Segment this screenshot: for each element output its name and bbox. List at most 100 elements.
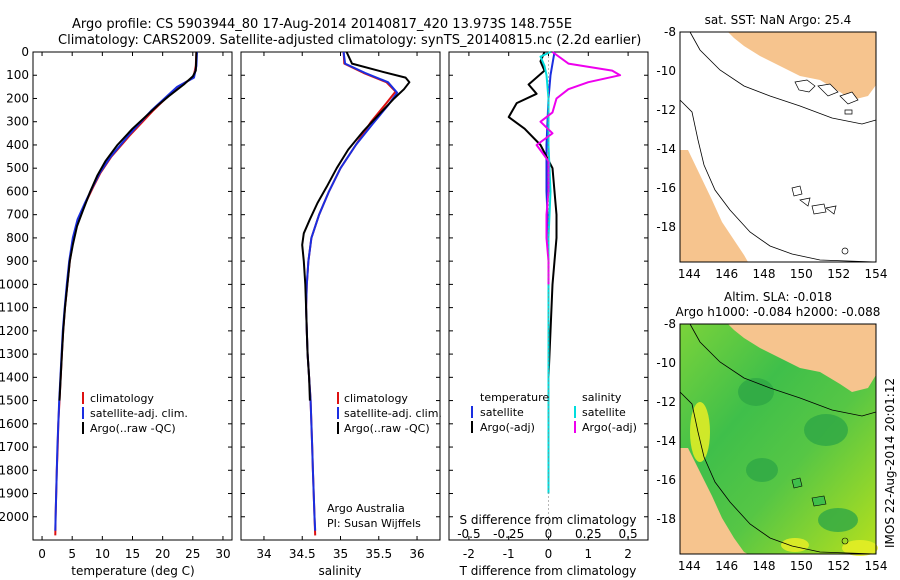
legend-s-argo: Argo(-adj)	[582, 421, 637, 434]
legend-t-argo: Argo(-adj)	[480, 421, 535, 434]
y-tick-label: 400	[6, 138, 29, 152]
x-tick-label: 34.5	[289, 547, 316, 561]
y-tick-label: 1300	[0, 347, 29, 361]
sla-high	[781, 538, 809, 552]
sla-high	[842, 540, 878, 556]
map2-y-tick-label: -18	[656, 512, 676, 526]
map1-title: sat. SST: NaN Argo: 25.4	[705, 13, 852, 27]
legend-s-sat: satellite	[582, 406, 626, 419]
y-tick-label: 900	[6, 254, 29, 268]
sla-patches	[738, 378, 858, 532]
x-tick-label: 36	[409, 547, 424, 561]
sla-high	[690, 402, 710, 462]
credit-line-1: Argo Australia	[327, 502, 405, 515]
map2-x-tick-label: 146	[715, 559, 738, 573]
y-tick-label: 1900	[0, 487, 29, 501]
profile-title: Argo profile: CS 5903944_80 17-Aug-2014 …	[72, 17, 572, 32]
sla-patch	[746, 458, 778, 482]
series-line-argo-adj-	[535, 51, 622, 285]
y-tick-label: 1800	[0, 463, 29, 477]
s-tick-label: 0.25	[575, 527, 602, 541]
map2-x-tick-label: 148	[753, 559, 776, 573]
y-tick-label: 1500	[0, 394, 29, 408]
altimetry-map: Altim. SLA: -0.018 Argo h1000: -0.084 h2…	[676, 290, 897, 556]
x-tick-label: 20	[155, 547, 170, 561]
y-tick-label: 300	[6, 115, 29, 129]
island	[817, 83, 839, 97]
salinity-legend: climatology satellite-adj. clim. Argo(..…	[327, 392, 442, 530]
difference-xlabel: T difference from climatology	[459, 564, 637, 578]
y-tick-label: 1700	[0, 440, 29, 454]
climatology-title: Climatology: CARS2009. Satellite-adjuste…	[58, 33, 641, 48]
map2-title-2: Argo h1000: -0.084 h2000: -0.088	[676, 305, 881, 319]
legend-argo: Argo(..raw -QC)	[90, 422, 176, 435]
map2-x-tick-label: 154	[865, 559, 888, 573]
island	[794, 79, 816, 93]
salinity-xlabel: salinity	[318, 564, 361, 578]
x-tick-label: 2	[624, 547, 632, 561]
x-tick-label: 25	[185, 547, 200, 561]
series-line-argo-raw-qc-	[301, 51, 411, 401]
x-tick-label: 10	[95, 547, 110, 561]
salinity-panel-frame	[240, 51, 441, 541]
series-line-argo-adj-	[507, 51, 558, 494]
map2-y-tick-label: -10	[656, 356, 676, 370]
island	[799, 197, 811, 207]
series-line-climatology	[54, 51, 198, 536]
sst-map: sat. SST: NaN Argo: 25.4	[679, 13, 877, 263]
credit-line-2: PI: Susan Wijffels	[327, 517, 421, 530]
temperature-xlabel: temperature (deg C)	[71, 564, 194, 578]
map1-x-tick-label: 144	[678, 267, 701, 281]
x-tick-label: 30	[215, 547, 230, 561]
island	[844, 109, 853, 115]
temperature-panel-frame	[32, 51, 233, 541]
new-guinea-land	[728, 324, 876, 392]
imos-credit: IMOS 22-Aug-2014 20:01:12	[883, 378, 897, 548]
island	[839, 91, 859, 105]
x-tick-label: 35	[333, 547, 348, 561]
y-tick-label: 800	[6, 231, 29, 245]
x-tick-label: -1	[503, 547, 515, 561]
map1-y-tick-label: -16	[656, 181, 676, 195]
temperature-legend: climatology satellite-adj. clim. Argo(..…	[82, 392, 188, 435]
difference-legend: temperature satellite Argo(-adj) salinit…	[471, 391, 637, 434]
y-tick-label: 700	[6, 208, 29, 222]
map1-x-tick-label: 152	[827, 267, 850, 281]
island	[791, 477, 803, 489]
y-tick-label: 500	[6, 161, 29, 175]
map2-y-tick-label: -14	[656, 434, 676, 448]
y-tick-label: 1000	[0, 277, 29, 291]
series-line-satellite-adj-clim-	[54, 51, 198, 531]
map1-x-tick-label: 154	[865, 267, 888, 281]
map2-y-tick-label: -16	[656, 473, 676, 487]
x-tick-label: 15	[125, 547, 140, 561]
island	[811, 203, 827, 215]
map1-isobath	[689, 31, 877, 125]
y-tick-label: 2000	[0, 510, 29, 524]
map2-islands	[791, 477, 849, 545]
x-tick-label: 5	[68, 547, 76, 561]
island	[841, 537, 849, 545]
s-tick-label: 0.5	[619, 527, 638, 541]
s-tick-label: -0.25	[493, 527, 524, 541]
map1-x-tick-label: 148	[753, 267, 776, 281]
map1-y-tick-label: -14	[656, 142, 676, 156]
x-tick-label: 1	[584, 547, 592, 561]
map1-y-tick-label: -18	[656, 220, 676, 234]
s-tick-label: -0.5	[457, 527, 480, 541]
series-line-climatology	[305, 51, 397, 536]
legend-temp-title: temperature	[480, 391, 549, 404]
legend-sal-title: salinity	[582, 391, 622, 404]
legend-clim: climatology	[344, 392, 408, 405]
sla-patch	[818, 508, 858, 532]
map2-y-tick-label: -12	[656, 395, 676, 409]
australia-land	[680, 150, 748, 262]
y-tick-label: 0	[21, 45, 29, 59]
y-tick-label: 200	[6, 91, 29, 105]
island	[791, 185, 803, 197]
islands	[791, 79, 859, 255]
y-tick-label: 600	[6, 184, 29, 198]
x-tick-label: 0	[38, 547, 46, 561]
map2-title-1: Altim. SLA: -0.018	[724, 290, 832, 304]
